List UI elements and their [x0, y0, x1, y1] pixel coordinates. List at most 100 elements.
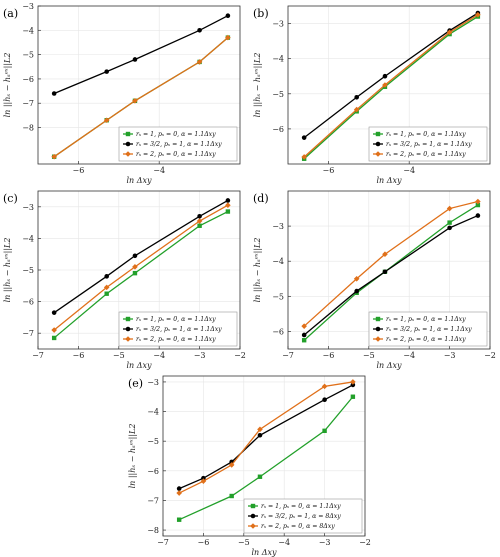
data-point	[475, 213, 481, 218]
data-point	[125, 141, 131, 147]
data-point	[375, 151, 381, 157]
y-tick-label: −7	[22, 329, 34, 338]
x-tick-label: −6	[323, 351, 335, 360]
legend-label: rₛ = 2, pₛ = 0, α = 1.1Δxy	[136, 151, 216, 158]
plot-frame	[287, 5, 491, 165]
data-point	[301, 338, 307, 343]
legend-entry: rₛ = 3/2, pₛ = 1, α = 1.1Δxy	[373, 326, 472, 333]
legend-label: rₛ = 1, pₛ = 0, α = 1.1Δxy	[386, 316, 466, 323]
y-tick-label: −8	[147, 526, 159, 535]
legend-entry: rₛ = 2, pₛ = 0, α = 1.1Δxy	[123, 151, 216, 158]
data-point	[447, 220, 452, 225]
data-point	[225, 209, 231, 214]
data-point	[375, 141, 381, 147]
data-point	[125, 336, 131, 342]
x-tick-label: −7	[157, 538, 169, 547]
data-point	[257, 474, 263, 479]
panel-c: −7 −6 −5 −4 −3 −2 −7 −6 −5 −4 −3 ln Δxy ln ||hₛ − hₛ…	[3, 190, 246, 370]
legend-entry: rₛ = 3/2, pₛ = 1, α = 1.1Δxy	[123, 141, 222, 148]
x-tick-label: −4	[403, 351, 415, 360]
data-point	[354, 288, 359, 294]
data-point	[201, 475, 206, 481]
x-tick-label: −4	[403, 166, 415, 175]
plot-frame	[287, 190, 491, 350]
y-tick-label: −5	[147, 437, 159, 446]
data-point	[104, 291, 109, 296]
series-2	[176, 382, 356, 491]
y-tick-label: −6	[272, 327, 284, 336]
y-tick-label: −5	[272, 292, 284, 301]
panel-e: −7 −6 −5 −4 −3 −2 −8 −7 −6 −5 −4 −3 ln Δxy ln ||hₛ − …	[128, 375, 371, 557]
x-tick-label: −3	[319, 538, 331, 547]
legend-entry: rₛ = 3/2, pₛ = 1, α = 8Δxy	[248, 513, 341, 520]
data-point	[51, 91, 57, 96]
y-axis-label: ln ||hₛ − hₛᵉˣ||L2	[253, 238, 262, 303]
data-point	[301, 135, 307, 140]
data-point	[132, 57, 138, 62]
x-tick-label: −2	[359, 538, 371, 547]
data-point	[104, 274, 109, 279]
legend-label: rₛ = 3/2, pₛ = 1, α = 1.1Δxy	[136, 141, 222, 148]
data-point	[382, 269, 388, 275]
legend-label: rₛ = 2, pₛ = 0, α = 8Δxy	[261, 523, 335, 530]
series-line	[178, 381, 353, 494]
y-tick-label: −3	[272, 222, 284, 231]
series-line	[303, 200, 479, 327]
data-point	[132, 270, 138, 276]
x-tick-label: −6	[73, 166, 85, 175]
y-tick-label: −3	[147, 378, 159, 387]
panel-label: (a)	[3, 7, 18, 20]
legend-entry: rₛ = 1, pₛ = 0, α = 1.1Δxy	[123, 316, 216, 323]
data-point	[257, 432, 263, 438]
data-point	[353, 106, 360, 113]
panel-d: −7 −6 −5 −4 −3 −2 −6 −5 −4 −3 ln Δxy ln ||hₛ − hₛᵉˣ…	[253, 190, 496, 370]
data-point	[176, 486, 182, 491]
data-point	[375, 316, 381, 322]
y-axis-label: ln ||hₛ − hₛᵉˣ||L2	[3, 53, 12, 118]
y-axis-label: ln ||hₛ − hₛᵉˣ||L2	[128, 424, 137, 489]
series-3	[51, 34, 231, 160]
data-point	[447, 225, 452, 231]
y-tick-label: −5	[22, 266, 34, 275]
x-tick-label: −5	[238, 538, 250, 547]
legend-label: rₛ = 3/2, pₛ = 1, α = 1.1Δxy	[386, 141, 472, 148]
legend-box	[243, 498, 363, 534]
x-tick-label: −6	[73, 351, 85, 360]
x-tick-label: −2	[234, 351, 246, 360]
data-point	[225, 198, 231, 203]
y-tick-label: −7	[147, 496, 159, 505]
data-point	[103, 284, 110, 291]
legend-label: rₛ = 3/2, pₛ = 1, α = 1.1Δxy	[386, 326, 472, 333]
legend: rₛ = 1, pₛ = 0, α = 1.1Δxy rₛ = 3/2, pₛ =…	[368, 311, 488, 347]
panel-label: (e)	[128, 377, 143, 390]
y-axis-label: ln ||hₛ − hₛᵉˣ||L2	[253, 53, 262, 118]
legend-label: rₛ = 2, pₛ = 0, α = 1.1Δxy	[386, 336, 466, 343]
data-point	[446, 29, 453, 36]
series-line	[53, 199, 229, 314]
data-point	[375, 326, 381, 332]
data-point	[132, 98, 138, 104]
panel-label: (d)	[253, 192, 269, 205]
panel-label: (c)	[3, 192, 18, 205]
data-point	[354, 94, 359, 100]
legend-label: rₛ = 1, pₛ = 0, α = 1.1Δxy	[136, 316, 216, 323]
data-point	[104, 69, 109, 74]
series-2	[301, 213, 481, 338]
data-point	[375, 131, 381, 137]
x-tick-label: −6	[198, 538, 210, 547]
legend-entry: rₛ = 1, pₛ = 0, α = 1.1Δxy	[248, 503, 341, 510]
legend-label: rₛ = 1, pₛ = 0, α = 1.1Δxy	[261, 503, 341, 510]
legend-entry: rₛ = 1, pₛ = 0, α = 1.1Δxy	[123, 131, 216, 138]
legend-label: rₛ = 2, pₛ = 0, α = 1.1Δxy	[136, 336, 216, 343]
x-axis-label: ln Δxy	[251, 548, 277, 557]
legend-box	[368, 126, 488, 162]
legend-label: rₛ = 3/2, pₛ = 1, α = 1.1Δxy	[136, 326, 222, 333]
x-axis-label: ln Δxy	[126, 361, 152, 370]
data-point	[197, 28, 202, 33]
legend-label: rₛ = 2, pₛ = 0, α = 1.1Δxy	[386, 151, 466, 158]
data-point	[322, 428, 327, 434]
x-tick-label: −3	[194, 351, 206, 360]
legend-label: rₛ = 3/2, pₛ = 1, α = 8Δxy	[261, 513, 341, 520]
data-point	[250, 513, 256, 519]
series-2	[51, 198, 231, 315]
